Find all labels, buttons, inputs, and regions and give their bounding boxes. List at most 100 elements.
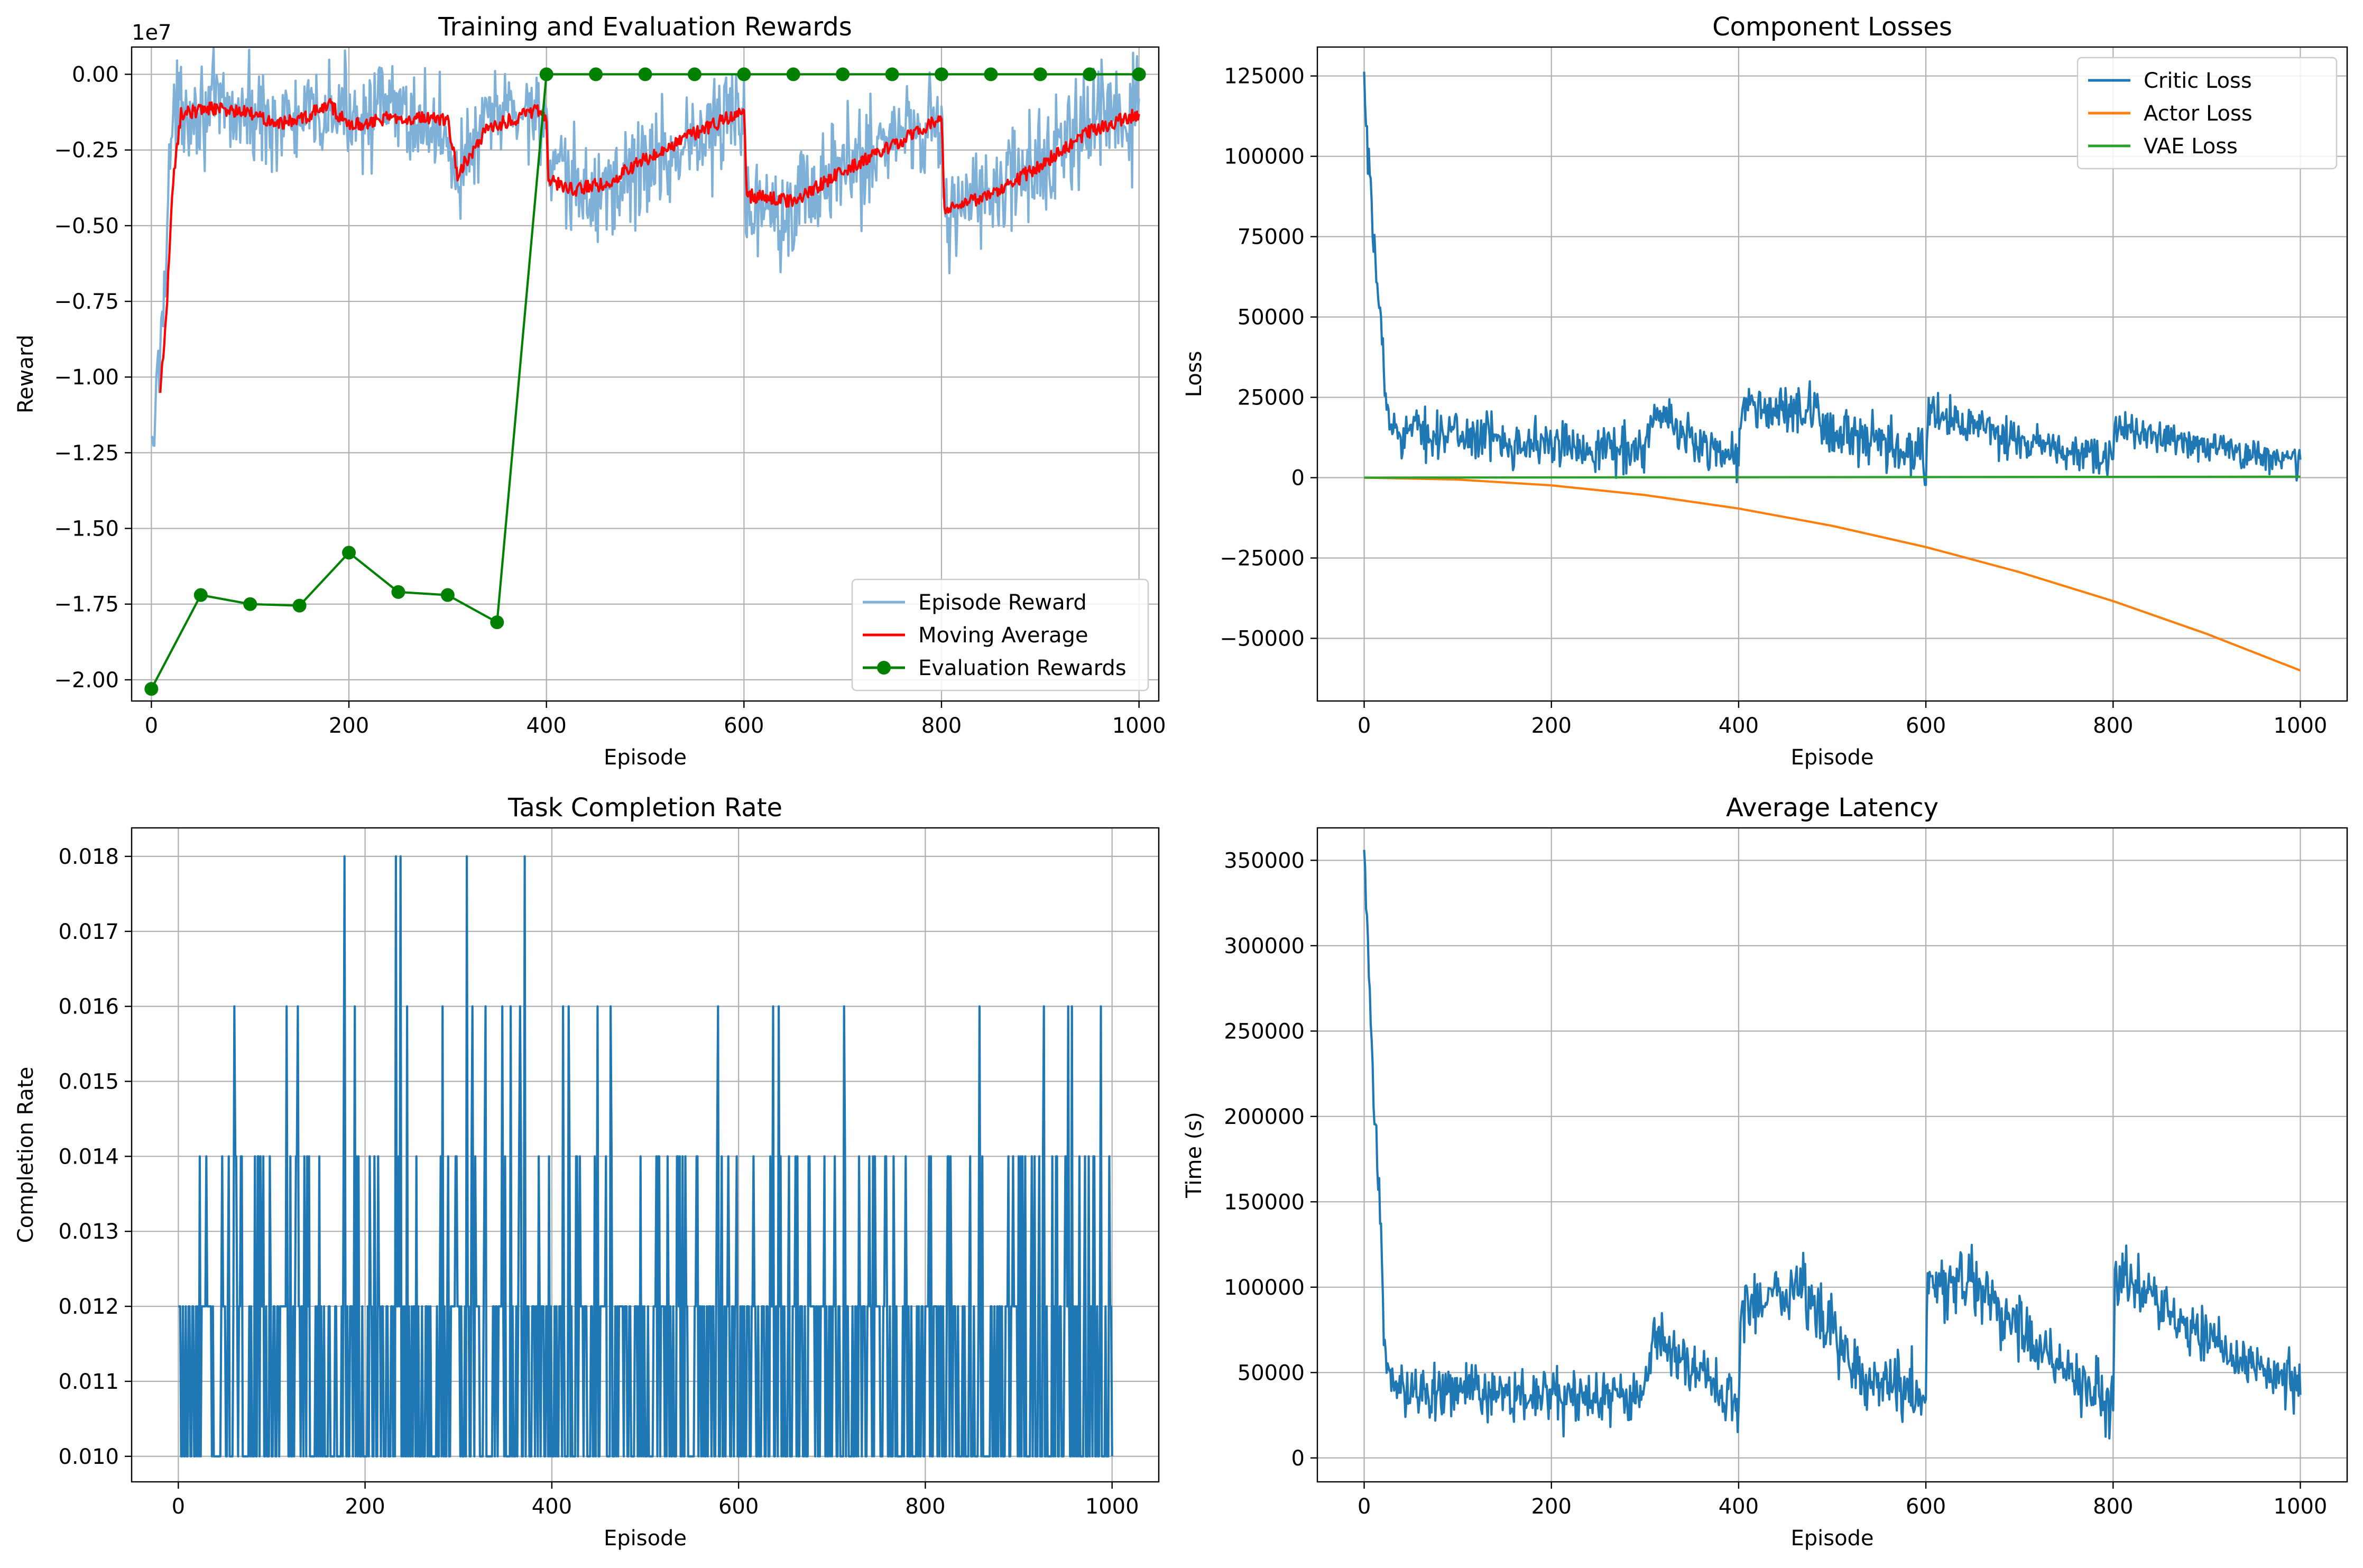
x-axis-label: Episode xyxy=(1790,1526,1873,1551)
series-line xyxy=(1363,850,2302,1440)
critic-loss-line xyxy=(1363,71,2302,486)
x-tick-label: 800 xyxy=(2093,1495,2133,1519)
x-tick-label: 1000 xyxy=(1112,714,1166,738)
plot-area xyxy=(1363,850,2302,1440)
y-tick-label: 0.015 xyxy=(58,1069,119,1094)
y-tick-label: 250000 xyxy=(1224,1019,1305,1044)
chart-title: Task Completion Rate xyxy=(507,793,782,823)
y-axis-label: Completion Rate xyxy=(14,1067,38,1243)
x-tick-label: 200 xyxy=(1531,714,1572,738)
legend: Critic Loss Actor Loss VAE Loss xyxy=(2076,57,2338,170)
subplot-3: 0 200 400 600 800 1000 0.010 0.011 0.012 0.013 0.0… xyxy=(14,793,1160,1551)
x-tick-label: 200 xyxy=(345,1495,385,1519)
chart-title: Component Losses xyxy=(1712,12,1952,42)
y-tick-label: 0.016 xyxy=(58,995,119,1019)
x-tick-label: 1000 xyxy=(2274,714,2328,738)
evaluation-point xyxy=(786,67,800,81)
y-tick-label: 25000 xyxy=(1238,386,1305,410)
y-tick-label: 0 xyxy=(1291,466,1305,491)
y-tick-label: 200000 xyxy=(1224,1105,1305,1129)
legend-marker xyxy=(877,661,891,675)
y-tick-label: −0.25 xyxy=(54,139,119,163)
y-tick-label: 0.017 xyxy=(58,920,119,944)
y-axis-label: Reward xyxy=(14,335,38,413)
x-axis-label: Episode xyxy=(604,1526,687,1551)
moving-average-line xyxy=(159,98,1140,393)
subplot-4: 0 200 400 600 800 1000 350000 300000 250000 20000… xyxy=(1182,793,2348,1551)
y-tick-label: −1.50 xyxy=(54,517,119,541)
chart-title: Training and Evaluation Rewards xyxy=(438,12,852,42)
x-axis-label: Episode xyxy=(1790,745,1873,770)
x-tick-label: 200 xyxy=(329,714,369,738)
evaluation-point xyxy=(342,546,356,560)
y-tick-label: −1.75 xyxy=(54,593,119,617)
legend-label: Moving Average xyxy=(918,623,1088,648)
evaluation-point xyxy=(1132,67,1146,81)
y-tick-label: −0.75 xyxy=(54,290,119,314)
evaluation-point xyxy=(292,598,307,613)
x-tick-label: 800 xyxy=(2093,714,2133,738)
evaluation-point xyxy=(737,67,751,81)
y-tick-label: 300000 xyxy=(1224,934,1305,958)
x-tick-label: 400 xyxy=(526,714,566,738)
y-tick-label: −0.50 xyxy=(54,214,119,238)
y-tick-label: −1.00 xyxy=(54,365,119,390)
y-tick-label: 350000 xyxy=(1224,848,1305,873)
evaluation-point xyxy=(589,67,603,81)
evaluation-point xyxy=(687,67,701,81)
evaluation-point xyxy=(391,585,405,599)
x-tick-label: 200 xyxy=(1531,1495,1572,1519)
vae-loss-line xyxy=(1364,475,2301,479)
legend-frame xyxy=(851,578,1149,691)
y-tick-label: 50000 xyxy=(1238,1361,1305,1385)
evaluation-point xyxy=(1083,67,1097,81)
y-tick-label: −50000 xyxy=(1220,626,1305,651)
legend-label: Evaluation Rewards xyxy=(918,656,1127,680)
axes-frame xyxy=(131,827,1160,1483)
x-tick-label: 400 xyxy=(1719,1495,1759,1519)
evaluation-point xyxy=(885,67,899,81)
y-tick-label: 0.010 xyxy=(58,1445,119,1469)
plot-area xyxy=(144,47,1146,696)
subplot-2: 0 200 400 600 800 1000 125000 100000 75000 50000 2… xyxy=(1182,12,2348,770)
evaluation-point xyxy=(144,682,159,696)
y-tick-label: 0.011 xyxy=(58,1370,119,1394)
y-tick-label: −2.00 xyxy=(54,668,119,693)
x-tick-label: 0 xyxy=(172,1495,185,1519)
y-tick-label: 0.00 xyxy=(72,63,119,87)
evaluation-point xyxy=(490,615,504,630)
x-tick-label: 800 xyxy=(905,1495,945,1519)
x-tick-label: 600 xyxy=(1906,1495,1946,1519)
y-tick-label: 0 xyxy=(1291,1446,1305,1471)
y-tick-label: 150000 xyxy=(1224,1190,1305,1214)
x-tick-label: 600 xyxy=(718,1495,759,1519)
evaluation-point xyxy=(836,67,850,81)
legend: Episode Reward Moving Average Evaluation R… xyxy=(851,578,1149,691)
y-tick-label: 0.018 xyxy=(58,845,119,869)
x-tick-label: 1000 xyxy=(2274,1495,2328,1519)
legend-label: Critic Loss xyxy=(2144,69,2252,93)
y-axis-label: Time (s) xyxy=(1182,1112,1206,1198)
evaluation-point xyxy=(193,588,208,602)
evaluation-point xyxy=(243,597,257,611)
offset-text: 1e7 xyxy=(132,21,172,45)
y-tick-label: 100000 xyxy=(1224,1276,1305,1300)
x-tick-label: 400 xyxy=(1719,714,1759,738)
y-tick-label: −25000 xyxy=(1220,547,1305,571)
evaluation-point xyxy=(440,588,455,602)
x-tick-label: 800 xyxy=(921,714,962,738)
legend-frame xyxy=(2076,57,2338,170)
evaluation-point xyxy=(1033,67,1047,81)
axes-frame xyxy=(1316,827,2348,1483)
y-tick-label: 100000 xyxy=(1224,145,1305,169)
x-tick-label: 600 xyxy=(1906,714,1946,738)
y-tick-label: 75000 xyxy=(1238,225,1305,250)
legend-label: VAE Loss xyxy=(2144,134,2238,159)
evaluation-point xyxy=(539,67,553,81)
subplot-1: 0 200 400 600 800 1000 0.00 −0.25 −0.50 −0.75 −1.0… xyxy=(14,12,1166,770)
x-tick-label: 0 xyxy=(1358,714,1371,738)
x-tick-label: 0 xyxy=(1358,1495,1371,1519)
y-tick-label: 0.014 xyxy=(58,1145,119,1169)
y-tick-label: −1.25 xyxy=(54,441,119,465)
